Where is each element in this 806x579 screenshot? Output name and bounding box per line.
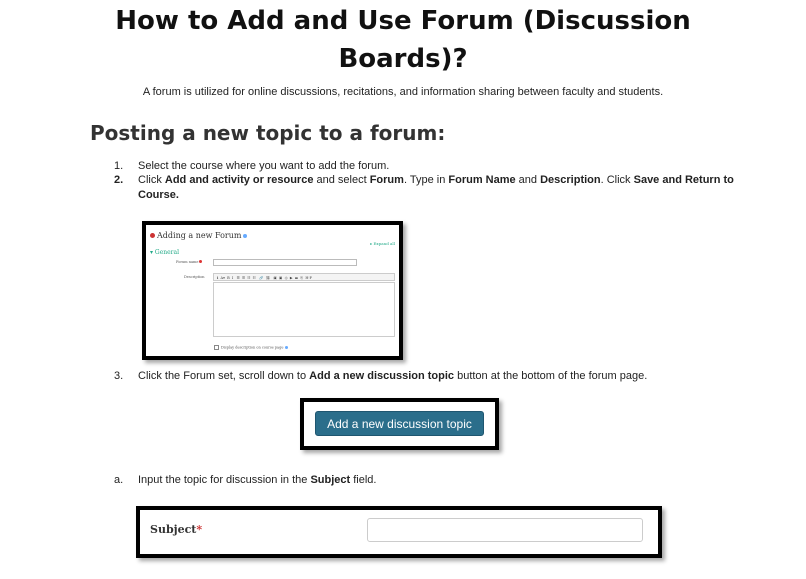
bold-run: Add and activity or resource	[164, 174, 314, 186]
forum-name-label-text: Forum name	[176, 260, 199, 264]
add-discussion-topic-button: Add a new discussion topic	[315, 411, 484, 436]
section-heading: Posting a new topic to a forum:	[90, 121, 446, 145]
bold-run: Subject	[310, 474, 351, 486]
step-number: 1.	[114, 160, 124, 172]
display-description-option: Display description on course page	[214, 345, 289, 350]
bold-run: Course.	[138, 189, 179, 201]
text-run: Input the topic for discussion in the	[138, 474, 311, 486]
text-run: button at the bottom of the forum page.	[454, 370, 648, 382]
required-mark: *	[196, 523, 203, 536]
help-icon	[243, 234, 248, 238]
description-editor	[213, 282, 395, 337]
bold-run: Forum Name	[448, 174, 516, 186]
step-text: Select the course where you want to add …	[138, 160, 390, 172]
subject-field-screenshot: Subject*	[136, 506, 662, 558]
discussion-button-screenshot: Add a new discussion topic	[300, 398, 499, 450]
step-number: 3.	[114, 370, 124, 382]
text-run: and select	[313, 174, 370, 186]
bold-run: Add a new discussion topic	[309, 370, 455, 382]
forum-name-field	[213, 259, 357, 266]
step-text: Click the Forum set, scroll down to Add …	[138, 369, 647, 384]
forum-name-label: Forum name	[176, 260, 203, 264]
text-run: and	[515, 174, 541, 186]
help-icon	[285, 345, 289, 349]
step-number: a.	[114, 474, 124, 486]
text-run: Click	[138, 174, 165, 186]
forum-form-heading: Adding a new Forum	[150, 231, 248, 240]
text-run: field.	[350, 474, 377, 486]
step-2: 2. Click Add and activity or resource an…	[114, 173, 734, 205]
subject-label: Subject*	[150, 523, 202, 536]
forum-settings-screenshot: Adding a new Forum ▸ Expand all ▾ Genera…	[142, 221, 403, 360]
description-label: Description	[184, 275, 205, 279]
title-line-2: Boards)?	[338, 44, 468, 74]
checkbox-icon	[214, 345, 219, 350]
text-run: . Type in	[403, 174, 449, 186]
forum-form-title: Adding a new Forum	[157, 231, 242, 240]
title-line-1: How to Add and Use Forum (Discussion	[115, 6, 691, 36]
bold-run: Save and Return to	[633, 174, 734, 186]
text-run: . Click	[600, 174, 634, 186]
expand-all-link: ▸ Expand all	[370, 241, 395, 246]
subject-label-text: Subject	[150, 523, 197, 536]
forum-icon	[150, 233, 155, 238]
intro-text: A forum is utilized for online discussio…	[142, 86, 664, 98]
step-number: 2.	[114, 174, 124, 186]
general-section-header: ▾ General	[150, 249, 180, 256]
bold-run: Description	[540, 174, 601, 186]
display-description-text: Display description on course page	[221, 345, 284, 350]
editor-toolbar: ℹ A▾ B I ☰ ☰ ☷ ☷ 🔗 ⛓ ▣ ▣ ◎ ▶ ▬ ⎘ H-P	[213, 273, 395, 281]
subject-input	[367, 518, 643, 542]
text-run: Click the Forum set, scroll down to	[138, 370, 310, 382]
step-text: Input the topic for discussion in the Su…	[138, 473, 376, 488]
page-title: How to Add and Use Forum (Discussion Boa…	[0, 2, 806, 78]
bold-run: Forum	[369, 174, 404, 186]
required-icon	[199, 260, 203, 263]
step-text: Click Add and activity or resource and s…	[138, 173, 734, 203]
